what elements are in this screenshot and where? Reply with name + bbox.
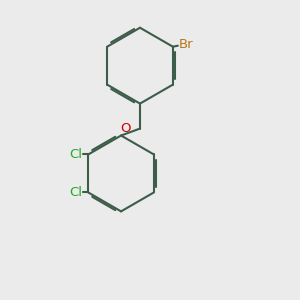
Text: Cl: Cl (69, 148, 82, 161)
Text: O: O (121, 122, 131, 135)
Text: Cl: Cl (69, 186, 82, 199)
Text: Br: Br (179, 38, 194, 51)
